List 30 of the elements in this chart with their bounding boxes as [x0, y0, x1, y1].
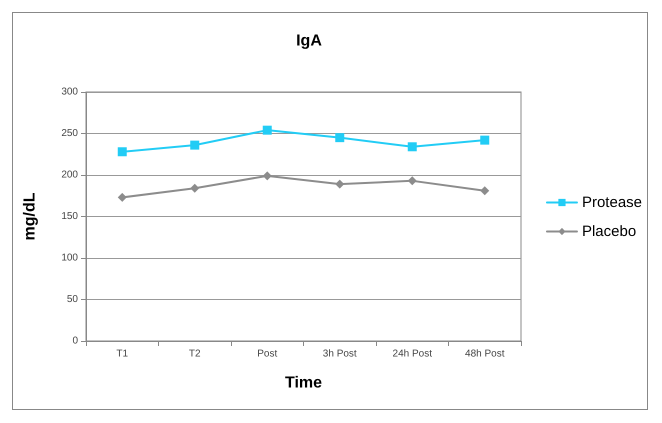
x-tick-label: T1 — [116, 348, 129, 360]
point — [480, 136, 490, 145]
legend-label: Protease — [582, 194, 642, 211]
y-tick-label: 250 — [61, 128, 78, 139]
point — [190, 184, 200, 193]
x-tick-label: 3h Post — [322, 348, 357, 360]
y-tick-label: 0 — [72, 336, 78, 346]
x-tick-label: Post — [257, 348, 278, 360]
x-tick-label: T2 — [188, 348, 202, 360]
y-tick-label: 150 — [61, 211, 78, 222]
x-axis-title: Time — [284, 374, 322, 392]
point — [335, 180, 344, 189]
point — [118, 147, 127, 156]
legend-label: Placebo — [582, 223, 636, 240]
point — [408, 142, 417, 152]
x-tick-label: 48h Post — [465, 348, 505, 360]
point — [408, 176, 417, 186]
y-tick-label: 300 — [61, 86, 78, 98]
y-axis-title: mg/dL — [22, 192, 38, 240]
y-tick-label: 100 — [61, 252, 78, 264]
y-tick-label: 50 — [66, 294, 78, 305]
point — [190, 140, 200, 150]
point — [262, 171, 272, 180]
y-tick-label: 200 — [61, 170, 78, 180]
point — [118, 192, 127, 202]
chart-title: IgA — [296, 32, 322, 50]
point — [335, 133, 344, 142]
point — [480, 186, 490, 196]
x-tick-label: 24h Post — [392, 348, 432, 360]
point — [262, 126, 272, 135]
